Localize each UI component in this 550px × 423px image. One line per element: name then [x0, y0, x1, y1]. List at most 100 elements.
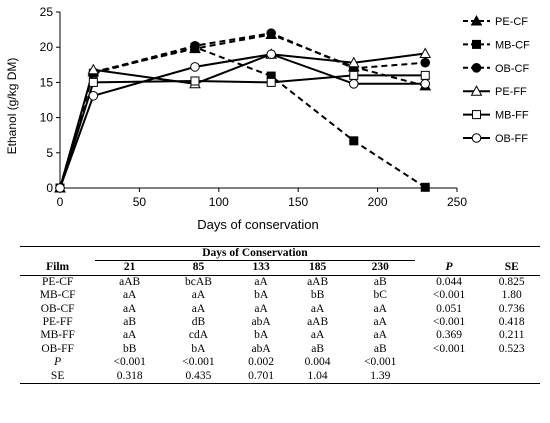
film-header: Film [46, 261, 70, 274]
table-cell: aAB [307, 316, 329, 329]
x-axis-label: Days of conservation [197, 217, 318, 232]
table-cell: aA [254, 275, 268, 288]
table-cell: <0.001 [364, 356, 397, 369]
legend-label-pe-cf: PE-CF [495, 16, 528, 28]
series-line-pe-cf [59, 33, 426, 189]
table-cell: aB [373, 342, 387, 355]
table-cell: aA [254, 302, 268, 315]
table-corner-right [415, 247, 540, 261]
table-row: PE-CF aAB bcAB aA aAB aB 0.044 0.825 [20, 275, 540, 289]
table-cell: aA [310, 302, 325, 315]
x-tick-label: 0 [57, 195, 64, 209]
y-tick-label: 25 [40, 5, 54, 19]
series-lines [59, 32, 426, 189]
column-header: 133 [252, 261, 270, 274]
table-cell: aB [123, 316, 137, 329]
data-point-ob-ff [266, 49, 277, 60]
days-group-header: Days of Conservation [95, 246, 415, 262]
table-header-row: Film 21 85 133 185 230 P SE [20, 261, 540, 276]
table-cell: 0.825 [498, 275, 525, 288]
data-point-ob-ff [88, 90, 99, 101]
column-header: SE [504, 261, 519, 274]
row-label: PE-FF [42, 316, 73, 329]
row-label: MB-FF [40, 329, 75, 342]
table-cell: <0.001 [432, 289, 466, 302]
table-row: MB-FF aA cdA bA aA aA 0.369 0.211 [20, 329, 540, 342]
series-markers [54, 28, 432, 193]
table-cell: aAB [119, 275, 141, 288]
table-cell: 0.736 [498, 302, 525, 315]
data-point-mb-ff [266, 77, 276, 87]
table-cell: bC [373, 289, 387, 302]
table-cell: bA [191, 342, 206, 355]
table-cell: 0.051 [436, 302, 462, 315]
table-cell: <0.001 [432, 316, 466, 329]
column-header: P [445, 261, 453, 274]
x-tick-label: 200 [368, 195, 388, 209]
legend-marker-mb-ff [472, 110, 481, 120]
table-cell: 0.044 [436, 275, 462, 288]
statistics-table: Days of Conservation Film 21 85 133 185 230 P… [20, 246, 540, 384]
series-line-mb-ff [59, 74, 426, 189]
data-point-ob-ff [348, 79, 359, 89]
table-cell [483, 356, 540, 369]
series-line-mb-cf [59, 46, 426, 189]
row-label: PE-CF [41, 275, 74, 288]
row-label: MB-CF [39, 289, 76, 302]
data-point-ob-cf [266, 28, 277, 38]
table-cell: <0.001 [113, 356, 146, 369]
y-tick-label: 0 [46, 181, 53, 195]
data-point-mb-cf [420, 182, 430, 192]
legend-marker-ob-ff [471, 133, 482, 143]
table-cell: aA [191, 302, 206, 315]
data-point-pe-ff [419, 47, 432, 59]
x-tick-label: 100 [209, 195, 229, 209]
table-corner [20, 247, 95, 261]
table-footer-row: P <0.001 <0.001 0.002 0.004 <0.001 [20, 356, 540, 369]
table-cell: aA [191, 289, 206, 302]
legend-label-ob-cf: OB-CF [495, 63, 530, 75]
data-point-ob-cf [190, 40, 200, 51]
y-tick-label: 15 [40, 75, 54, 89]
table-row: PE-FF aB dB abA aAB aA <0.001 0.418 [20, 316, 540, 329]
column-header: 185 [308, 261, 327, 274]
x-tick-label: 50 [133, 195, 147, 209]
table-cell: aA [122, 289, 137, 302]
data-point-mb-ff [190, 76, 200, 86]
table-cell: dB [191, 316, 206, 329]
ethanol-line-chart: Ethanol (g/kg DM) Days of conservation 0… [5, 5, 530, 232]
table-cell: bA [254, 289, 269, 302]
table-row: OB-CF aA aA aA aA aA 0.051 0.736 [20, 303, 540, 316]
table-cell: aA [122, 329, 137, 342]
x-tick-label: 150 [288, 195, 308, 209]
table-cell: 0.418 [498, 316, 525, 329]
table-cell: cdA [188, 329, 209, 342]
column-header: 230 [371, 261, 389, 274]
y-axis-label: Ethanol (g/kg DM) [5, 58, 19, 155]
table-cell: aB [311, 342, 324, 355]
table-row: OB-FF bB bA abA aB aB <0.001 0.523 [20, 343, 540, 356]
legend-marker-pe-ff [470, 85, 483, 96]
table-cell: bB [310, 289, 325, 302]
legend-marker-pe-cf [470, 14, 483, 26]
row-label: SE [50, 369, 65, 382]
data-point-mb-cf [349, 136, 359, 146]
table-cell: 1.04 [307, 369, 328, 382]
data-point-pe-ff [87, 63, 100, 75]
y-tick-label: 5 [46, 146, 53, 160]
table-cell: bA [254, 329, 269, 342]
table-cell: <0.001 [432, 342, 466, 355]
data-point-mb-ff [349, 70, 359, 80]
table-cell [483, 370, 540, 384]
table-cell: 0.435 [185, 369, 212, 382]
legend-label-mb-cf: MB-CF [495, 39, 530, 51]
series-line-ob-ff [59, 53, 426, 189]
table-cell: 0.523 [498, 342, 525, 355]
table-cell: <0.001 [182, 356, 215, 369]
statistics-table-container: Days of Conservation Film 21 85 133 185 230 P… [20, 246, 540, 384]
table-footer-row: SE 0.318 0.435 0.701 1.04 1.39 [20, 370, 540, 384]
table-cell: 1.80 [501, 289, 522, 302]
table-cell [415, 370, 484, 384]
table-cell: aA [310, 329, 325, 342]
